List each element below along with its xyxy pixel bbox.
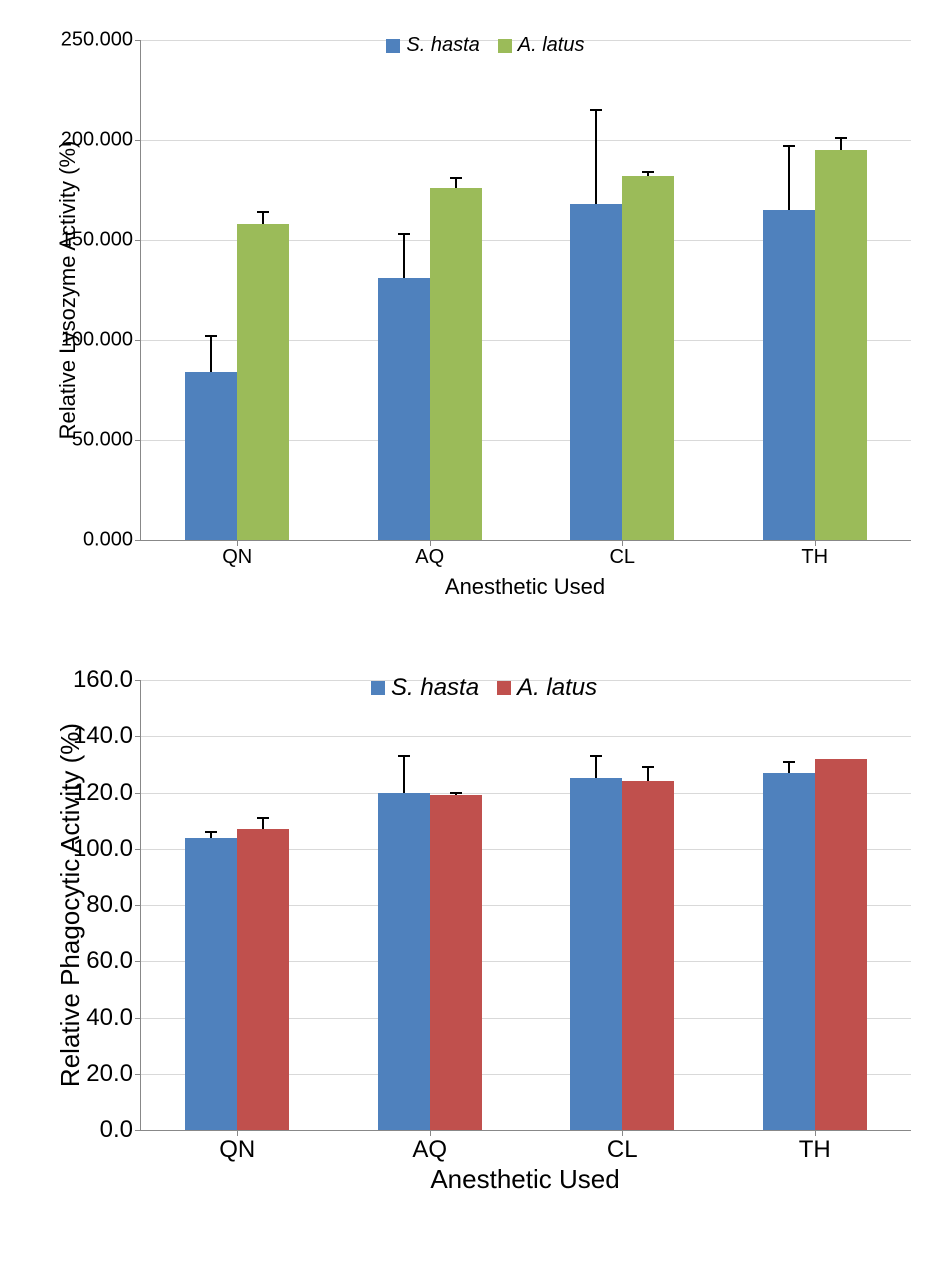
y-tick-label: 60.0 [86,947,141,975]
error-bar [647,767,649,781]
bar [378,793,430,1131]
y-axis-label: Relative Lysozyme Activity (%) [55,141,81,440]
legend-swatch [498,39,512,53]
chart2: 0.020.040.060.080.0100.0120.0140.0160.0Q… [20,660,930,1220]
error-bar [788,762,790,773]
error-bar [788,146,790,210]
x-tick-label: CL [609,540,635,569]
legend-item: A. latus [497,674,597,702]
error-cap [398,233,410,235]
error-cap [257,817,269,819]
error-cap [205,831,217,833]
legend-label: S. hasta [391,674,479,702]
error-cap [257,211,269,213]
x-tick-label: TH [801,540,828,569]
error-bar [595,756,597,779]
error-bar [455,178,457,188]
y-tick-label: 0.000 [83,529,141,552]
y-tick-label: 50.000 [72,429,141,452]
legend-swatch [386,39,400,53]
bar [378,278,430,540]
legend-swatch [371,681,385,695]
x-tick-label: AQ [412,1130,447,1164]
y-tick-label: 250.000 [61,29,141,52]
bar [430,188,482,540]
error-bar [403,234,405,278]
error-bar [840,138,842,150]
y-tick-label: 160.0 [73,666,141,694]
bar [570,778,622,1130]
error-bar [403,756,405,793]
error-bar [262,818,264,829]
y-tick-label: 40.0 [86,1004,141,1032]
legend: S. hasta A. latus [371,674,597,702]
legend-item: A. latus [498,34,585,57]
legend-item: S. hasta [386,34,479,57]
x-axis-label: Anesthetic Used [445,574,605,600]
bar [237,224,289,540]
gridline [141,736,911,737]
error-bar [210,336,212,372]
error-cap [398,755,410,757]
bar [815,759,867,1130]
error-cap [642,766,654,768]
y-axis-label: Relative Phagocytic Activity (%) [55,723,86,1087]
legend-swatch [497,681,511,695]
error-cap [450,792,462,794]
legend: S. hasta A. latus [386,34,584,57]
error-cap [783,761,795,763]
bar [430,795,482,1130]
chart1-plot-area: 0.00050.000100.000150.000200.000250.000Q… [140,40,911,541]
bar [763,773,815,1130]
bar [185,372,237,540]
legend-label: A. latus [517,674,597,702]
error-cap [450,177,462,179]
error-cap [590,109,602,111]
legend-item: S. hasta [371,674,479,702]
bar [237,829,289,1130]
error-cap [835,137,847,139]
error-bar [262,212,264,224]
bar [570,204,622,540]
error-cap [642,171,654,173]
y-tick-label: 0.0 [100,1116,141,1144]
bar [622,781,674,1130]
x-tick-label: TH [799,1130,831,1164]
chart1: 0.00050.000100.000150.000200.000250.000Q… [20,20,930,620]
bar [622,176,674,540]
legend-label: S. hasta [406,34,479,57]
x-tick-label: AQ [415,540,444,569]
x-tick-label: CL [607,1130,638,1164]
error-cap [205,335,217,337]
error-bar [595,110,597,204]
error-cap [590,755,602,757]
x-axis-label: Anesthetic Used [430,1164,619,1195]
error-cap [783,145,795,147]
chart2-plot-area: 0.020.040.060.080.0100.0120.0140.0160.0Q… [140,680,911,1131]
bar [815,150,867,540]
bar [185,838,237,1131]
x-tick-label: QN [222,540,252,569]
x-tick-label: QN [219,1130,255,1164]
bar [763,210,815,540]
gridline [141,140,911,141]
y-tick-label: 20.0 [86,1060,141,1088]
y-tick-label: 80.0 [86,891,141,919]
legend-label: A. latus [518,34,585,57]
